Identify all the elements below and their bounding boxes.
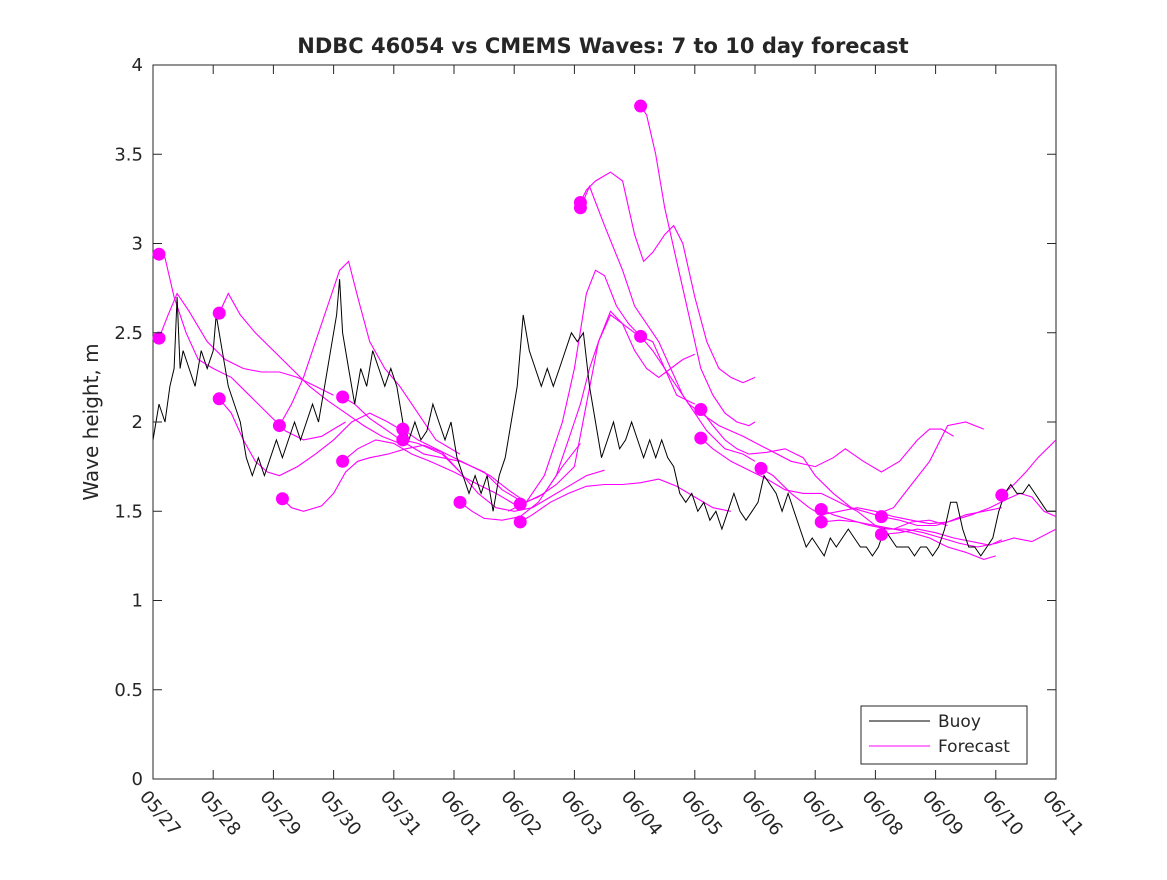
buoy-series-group xyxy=(153,279,1056,558)
forecast-start-marker xyxy=(573,201,587,215)
chart-title: NDBC 46054 vs CMEMS Waves: 7 to 10 day f… xyxy=(297,34,908,58)
forecast-start-marker xyxy=(336,390,350,404)
forecast-line-3 xyxy=(218,292,401,444)
forecast-line-23 xyxy=(821,519,996,560)
forecast-start-marker xyxy=(152,331,166,345)
forecast-line-1 xyxy=(158,253,346,441)
forecast-start-marker xyxy=(814,502,828,516)
forecast-series-group xyxy=(158,105,1056,560)
y-tick-label: 1 xyxy=(132,591,143,612)
forecast-start-marker xyxy=(212,306,226,320)
forecast-line-12 xyxy=(519,310,696,505)
forecast-start-marker xyxy=(275,492,289,506)
forecast-start-marker xyxy=(874,510,888,524)
buoy-line xyxy=(153,279,1056,558)
forecast-line-20 xyxy=(700,437,948,530)
forecast-start-marker xyxy=(754,461,768,475)
forecast-start-marker xyxy=(152,247,166,261)
forecast-start-marker xyxy=(453,495,467,509)
forecast-line-15 xyxy=(579,171,756,384)
legend-box xyxy=(860,705,1028,765)
forecast-start-marker xyxy=(874,527,888,541)
forecast-start-marker xyxy=(396,422,410,436)
forecast-line-8 xyxy=(342,439,521,509)
forecast-start-marker xyxy=(694,431,708,445)
forecast-start-marker xyxy=(814,515,828,529)
y-tick-label: 0.5 xyxy=(114,680,143,701)
legend: Buoy Forecast xyxy=(860,705,1028,765)
forecast-line-5 xyxy=(278,260,461,455)
forecast-start-marker xyxy=(995,488,1009,502)
forecast-line-2 xyxy=(158,292,334,396)
forecast-line-19 xyxy=(700,409,985,516)
forecast-start-markers xyxy=(152,99,1009,541)
y-tick-label: 2 xyxy=(132,412,143,433)
y-tick-label: 1.5 xyxy=(114,501,143,522)
y-tick-label: 4 xyxy=(132,55,143,76)
forecast-start-marker xyxy=(396,433,410,447)
forecast-line-14 xyxy=(507,269,696,512)
forecast-line-11 xyxy=(459,314,641,521)
legend-buoy-label: Buoy xyxy=(938,712,981,732)
forecast-start-marker xyxy=(634,329,648,343)
plot-area xyxy=(152,64,1057,780)
y-tick-label: 3.5 xyxy=(114,144,143,165)
y-axis-ticks: 0 0.5 1 1.5 2 2.5 3 3.5 4 xyxy=(114,55,1056,790)
forecast-line-13 xyxy=(519,478,732,523)
forecast-line-26 xyxy=(1001,439,1056,496)
forecast-line-7 xyxy=(342,396,521,501)
forecast-line-18 xyxy=(640,335,954,473)
forecast-line-22 xyxy=(820,508,1056,548)
forecast-line-10 xyxy=(402,439,605,512)
forecast-line-17 xyxy=(640,105,756,427)
forecast-line-25 xyxy=(881,528,1003,546)
forecast-start-marker xyxy=(513,497,527,511)
forecast-start-marker xyxy=(336,454,350,468)
forecast-start-marker xyxy=(694,403,708,417)
forecast-start-marker xyxy=(634,99,648,113)
y-tick-label: 3 xyxy=(132,234,143,255)
forecast-line-16 xyxy=(579,184,756,462)
forecast-start-marker xyxy=(212,392,226,406)
y-axis-label: Wave height, m xyxy=(79,343,103,500)
forecast-line-24 xyxy=(881,492,1056,527)
forecast-start-marker xyxy=(272,419,286,433)
legend-forecast-label: Forecast xyxy=(938,737,1010,757)
forecast-line-6 xyxy=(282,444,461,512)
forecast-start-marker xyxy=(513,515,527,529)
y-tick-label: 0 xyxy=(132,769,143,790)
y-tick-label: 2.5 xyxy=(114,323,143,344)
